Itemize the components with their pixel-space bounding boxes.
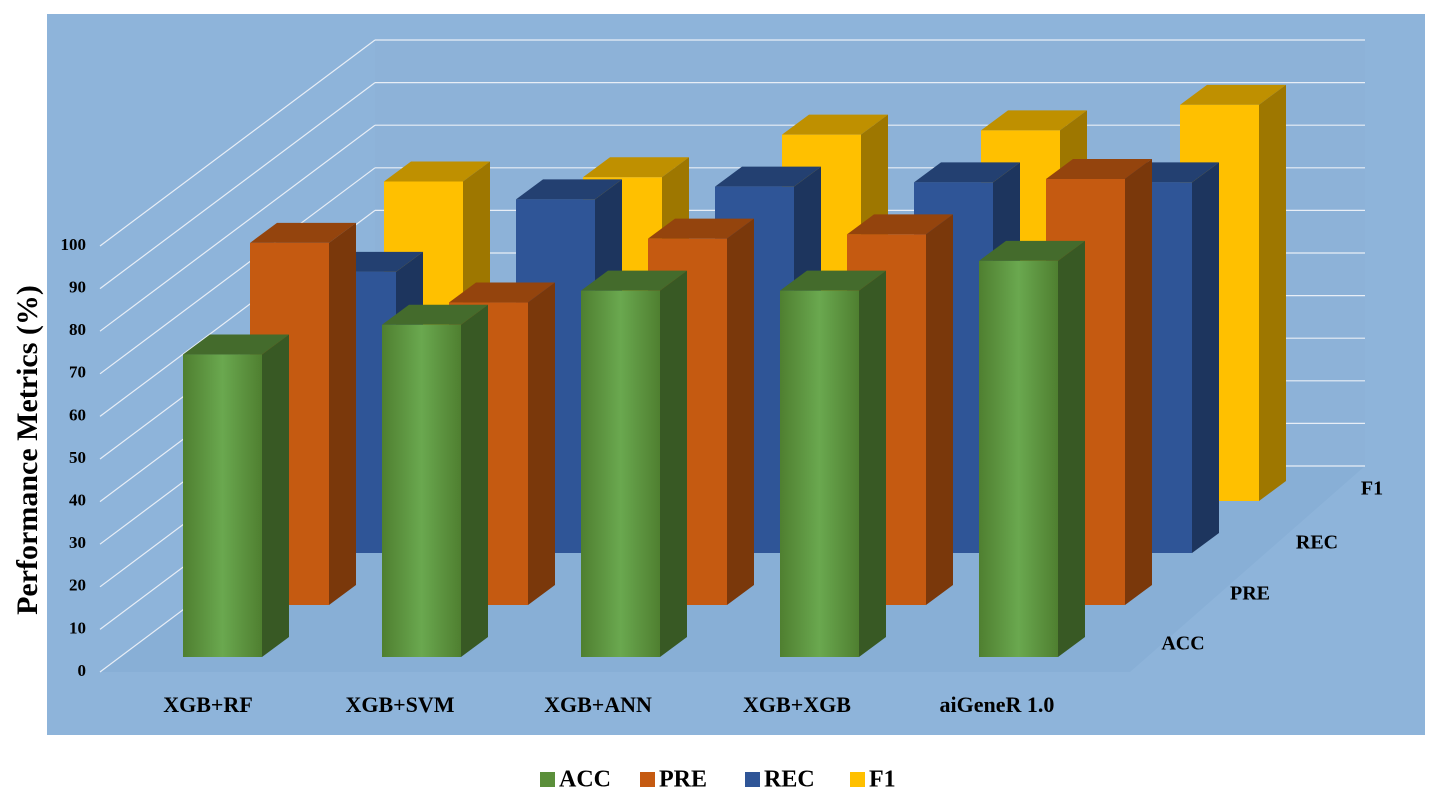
- bar-side: [1192, 162, 1219, 553]
- y-tick-label: 0: [78, 661, 87, 680]
- series-depth-label: REC: [1296, 532, 1338, 554]
- y-tick-label: 70: [69, 363, 86, 382]
- bar-top: [648, 218, 754, 239]
- legend-swatch: [745, 772, 760, 787]
- bar-top: [516, 179, 622, 200]
- bar-top: [782, 114, 888, 135]
- bar-side: [1259, 84, 1286, 501]
- bar-top: [847, 214, 953, 235]
- y-tick-label: 90: [69, 278, 86, 297]
- x-tick-label: XGB+ANN: [544, 692, 652, 717]
- legend-label: ACC: [559, 767, 611, 793]
- y-tick-label: 100: [61, 235, 87, 254]
- bar-side: [262, 334, 289, 657]
- y-tick-label: 40: [69, 491, 86, 510]
- legend-label: PRE: [659, 767, 707, 793]
- bar-side: [528, 282, 555, 605]
- bar-top: [382, 304, 488, 325]
- y-tick-label: 60: [69, 405, 86, 424]
- bar-top: [581, 270, 687, 291]
- legend-swatch: [850, 772, 865, 787]
- bar-side: [727, 218, 754, 605]
- x-tick-label: XGB+RF: [163, 692, 253, 717]
- bar: [581, 290, 660, 657]
- bar: [183, 354, 262, 657]
- bar-side: [926, 214, 953, 605]
- x-tick-label: aiGeneR 1.0: [940, 692, 1055, 717]
- bar: [979, 260, 1058, 657]
- bar-top: [1046, 159, 1152, 179]
- bar-top: [250, 222, 356, 243]
- legend-label: REC: [764, 767, 815, 793]
- y-tick-label: 30: [69, 533, 86, 552]
- series-depth-label: ACC: [1161, 633, 1204, 655]
- legend-label: F1: [869, 767, 896, 793]
- bar-side: [461, 304, 488, 657]
- y-tick-label: 50: [69, 448, 86, 467]
- grid-line: [99, 167, 376, 375]
- bar-top: [183, 334, 289, 355]
- bar-top: [384, 161, 490, 182]
- series-depth-label: F1: [1361, 478, 1383, 500]
- y-tick-label: 20: [69, 576, 86, 595]
- bar-top: [715, 166, 821, 187]
- bar-top: [1180, 84, 1286, 105]
- y-axis-title: Performance Metrics (%): [11, 285, 44, 615]
- bar-top: [914, 162, 1020, 183]
- legend-swatch: [640, 772, 655, 787]
- bar-side: [859, 270, 886, 657]
- bar-side: [1058, 240, 1085, 657]
- grid-line: [99, 39, 376, 247]
- grid-line: [99, 82, 376, 290]
- x-tick-label: XGB+XGB: [743, 692, 851, 717]
- y-tick-label: 10: [69, 618, 86, 637]
- bar-side: [660, 270, 687, 657]
- bar-top: [981, 110, 1087, 131]
- bar: [780, 290, 859, 657]
- x-tick-label: XGB+SVM: [345, 692, 454, 717]
- bar-side: [329, 222, 356, 605]
- legend-swatch: [540, 772, 555, 787]
- bar-top: [449, 282, 555, 303]
- bar: [382, 324, 461, 657]
- bar-top: [780, 270, 886, 291]
- bar-top: [979, 240, 1085, 261]
- y-tick-label: 80: [69, 320, 86, 339]
- bar-top: [583, 157, 689, 178]
- bar-side: [1125, 159, 1152, 605]
- series-depth-label: PRE: [1230, 583, 1270, 605]
- grid-line: [99, 124, 376, 332]
